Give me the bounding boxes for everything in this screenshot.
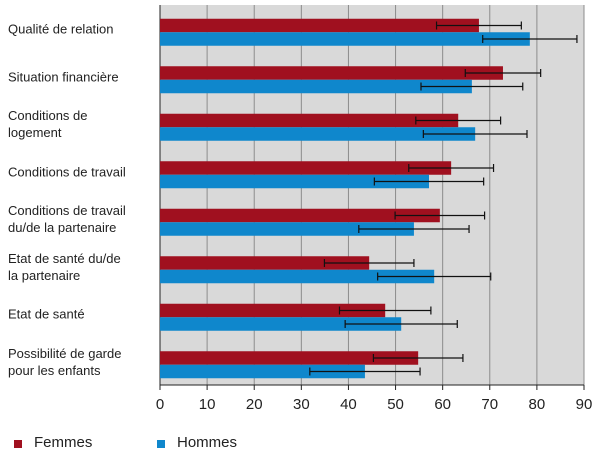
error-bar bbox=[420, 82, 524, 91]
error-bar bbox=[358, 225, 470, 233]
error-bar bbox=[482, 35, 578, 43]
error-bar bbox=[394, 211, 486, 220]
error-bar bbox=[323, 259, 415, 267]
bar bbox=[160, 208, 440, 223]
x-tick-label: 60 bbox=[434, 396, 451, 413]
bar bbox=[160, 18, 479, 33]
legend-swatch bbox=[14, 440, 22, 448]
bar bbox=[160, 269, 435, 284]
bar bbox=[160, 256, 370, 270]
x-tick-label: 90 bbox=[576, 396, 593, 413]
x-tick-label: 80 bbox=[529, 396, 546, 413]
bar bbox=[160, 113, 459, 128]
category-label: Etat de santé du/de la partenaire bbox=[8, 250, 121, 283]
category-label: Conditions de logement bbox=[8, 108, 88, 141]
legend-label: Hommes bbox=[177, 434, 237, 451]
error-bar bbox=[464, 69, 542, 77]
error-bar bbox=[338, 306, 432, 315]
bar bbox=[160, 364, 365, 379]
bar bbox=[160, 303, 386, 318]
error-bar bbox=[372, 354, 464, 362]
x-tick-label: 20 bbox=[246, 396, 263, 413]
category-label: Qualité de relation bbox=[8, 21, 114, 37]
error-bar bbox=[373, 177, 485, 186]
category-label: Conditions de travail du/de la partenair… bbox=[8, 203, 126, 236]
error-bar bbox=[408, 164, 495, 172]
bar bbox=[160, 174, 430, 189]
bar bbox=[160, 32, 530, 46]
category-label: Possibilité de garde pour les enfants bbox=[8, 345, 122, 378]
error-bar bbox=[377, 272, 492, 281]
error-bar bbox=[422, 130, 528, 138]
category-label: Etat de santé bbox=[8, 306, 85, 322]
bar bbox=[160, 127, 476, 141]
x-tick-label: 0 bbox=[156, 396, 164, 413]
bar bbox=[160, 66, 503, 80]
error-bar bbox=[309, 367, 421, 376]
x-tick-label: 30 bbox=[293, 396, 310, 413]
x-tick-label: 10 bbox=[199, 396, 216, 413]
error-bar bbox=[435, 21, 522, 30]
error-bar bbox=[415, 116, 502, 125]
category-label: Conditions de travail bbox=[8, 164, 126, 180]
category-label: Situation financière bbox=[8, 69, 119, 85]
bar bbox=[160, 79, 472, 94]
bar bbox=[160, 222, 414, 236]
bar bbox=[160, 317, 402, 331]
x-tick-label: 50 bbox=[387, 396, 404, 413]
legend-swatch bbox=[157, 440, 165, 448]
error-bar bbox=[344, 320, 458, 328]
bar bbox=[160, 161, 452, 175]
legend-label: Femmes bbox=[34, 434, 92, 451]
x-tick-label: 40 bbox=[340, 396, 357, 413]
bar bbox=[160, 351, 419, 365]
x-tick-label: 70 bbox=[481, 396, 498, 413]
